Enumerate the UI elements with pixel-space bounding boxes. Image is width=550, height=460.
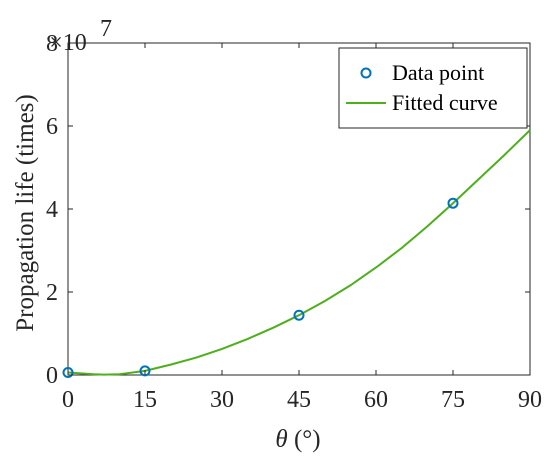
- x-tick-label: 60: [364, 387, 388, 413]
- x-tick-label: 15: [133, 387, 157, 413]
- x-axis-symbol: θ: [275, 426, 287, 453]
- x-tick-label: 75: [441, 387, 465, 413]
- data-point-marker: [62, 367, 74, 379]
- x-tick-label: 0: [62, 387, 74, 413]
- y-tick-label: 8: [46, 31, 58, 57]
- y-axis-label: Propagation life (times): [12, 94, 39, 331]
- legend-label-data-point: Data point: [392, 60, 484, 85]
- y-tick-label: 6: [46, 114, 58, 140]
- legend-label-fitted-curve: Fitted curve: [392, 90, 498, 115]
- x-axis-label: θ (°): [275, 426, 320, 453]
- y-exponent-base: ×10: [49, 30, 87, 56]
- y-exponent-power: 7: [100, 16, 112, 42]
- axis-ticks: 0 15 30 45 60 75 90 0 2 4 6 8: [46, 31, 542, 413]
- legend-marker-data-point: [360, 67, 372, 79]
- fitted-curve-line: [67, 129, 531, 376]
- data-point-marker: [293, 309, 305, 321]
- x-tick-label: 45: [287, 387, 311, 413]
- data-point-marker: [139, 365, 151, 377]
- legend-box: [338, 47, 528, 129]
- x-tick-label: 90: [518, 387, 542, 413]
- legend: Data point Fitted curve: [338, 47, 528, 129]
- x-tick-label: 30: [210, 387, 234, 413]
- y-tick-label: 0: [46, 363, 58, 389]
- y-tick-label: 2: [46, 280, 58, 306]
- x-axis-unit: (°): [288, 426, 321, 453]
- y-tick-label: 4: [46, 197, 58, 223]
- data-marks: [62, 129, 531, 379]
- data-point-marker: [447, 197, 459, 209]
